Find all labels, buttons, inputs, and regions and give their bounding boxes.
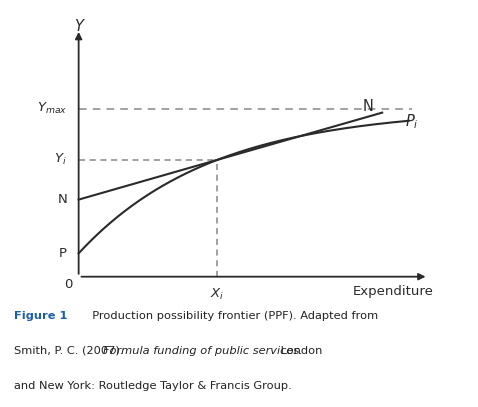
Text: Y: Y <box>74 19 83 34</box>
Text: Formula funding of public services.: Formula funding of public services. <box>103 346 303 356</box>
Text: $Y_{max}$: $Y_{max}$ <box>37 101 67 116</box>
Text: Expenditure: Expenditure <box>352 285 434 298</box>
Text: and New York: Routledge Taylor & Francis Group.: and New York: Routledge Taylor & Francis… <box>14 381 292 391</box>
Text: P: P <box>59 247 67 260</box>
Text: N: N <box>57 193 67 206</box>
Text: 0: 0 <box>65 278 73 291</box>
Text: $X_i$: $X_i$ <box>210 287 224 302</box>
Text: $Y_i$: $Y_i$ <box>54 152 67 167</box>
Text: $P_i$: $P_i$ <box>405 112 419 131</box>
Text: Smith, P. C. (2007).: Smith, P. C. (2007). <box>14 346 127 356</box>
Text: Figure 1: Figure 1 <box>14 311 68 322</box>
Text: Production possibility frontier (PPF). Adapted from: Production possibility frontier (PPF). A… <box>85 311 378 322</box>
Text: N: N <box>362 99 373 114</box>
Text: London: London <box>277 346 323 356</box>
